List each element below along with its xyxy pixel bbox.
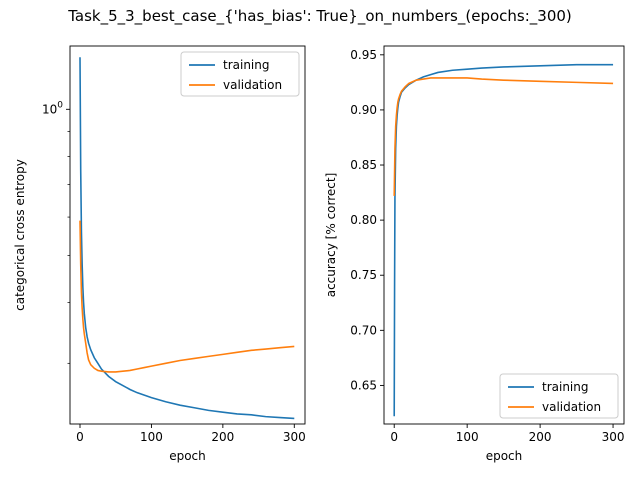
y-tick-label: 0.65 (350, 378, 377, 392)
y-tick-label: 0.70 (350, 323, 377, 337)
x-tick-label: 100 (456, 430, 479, 444)
x-tick-label: 300 (602, 430, 625, 444)
series-line-training (393, 63, 614, 417)
x-tick-label: 0 (390, 430, 398, 444)
axes-frame (69, 45, 306, 425)
legend-label-validation: validation (223, 78, 282, 92)
legend-label-training: training (542, 380, 589, 394)
x-axis-label: epoch (486, 449, 523, 463)
legend-label-validation: validation (542, 400, 601, 414)
x-tick-label: 200 (529, 430, 552, 444)
x-tick-label: 0 (76, 430, 84, 444)
legend-label-training: training (223, 58, 270, 72)
x-tick-label: 300 (283, 430, 306, 444)
accuracy-chart-panel: 0 100 200 300 0.65 0.70 0.75 0.80 0.85 0.90 0.95 ep… (324, 45, 625, 463)
y-tick-label: 0.90 (350, 103, 377, 117)
series-line-validation (393, 77, 614, 196)
x-tick-label: 200 (211, 430, 234, 444)
y-axis-label: categorical cross entropy (13, 159, 27, 311)
series-line-validation (79, 220, 295, 373)
y-tick-label: 0.80 (350, 213, 377, 227)
y-tick-label: 0.95 (350, 48, 377, 62)
y-tick-label: 0.85 (350, 158, 377, 172)
x-tick-label: 100 (140, 430, 163, 444)
axes-frame (383, 45, 625, 425)
y-axis-label: accuracy [% correct] (324, 173, 338, 298)
y-tick-label-base: 10 (42, 102, 57, 116)
figure-title: Task_5_3_best_case_{'has_bias': True}_on… (68, 7, 572, 25)
y-tick-label-exponent: 0 (57, 100, 63, 110)
x-axis-label: epoch (169, 449, 206, 463)
legend: training validation (499, 373, 619, 419)
legend: training validation (180, 51, 300, 97)
y-tick-label: 100 (42, 100, 63, 116)
series-line-training (79, 57, 295, 420)
y-tick-label: 0.75 (350, 268, 377, 282)
